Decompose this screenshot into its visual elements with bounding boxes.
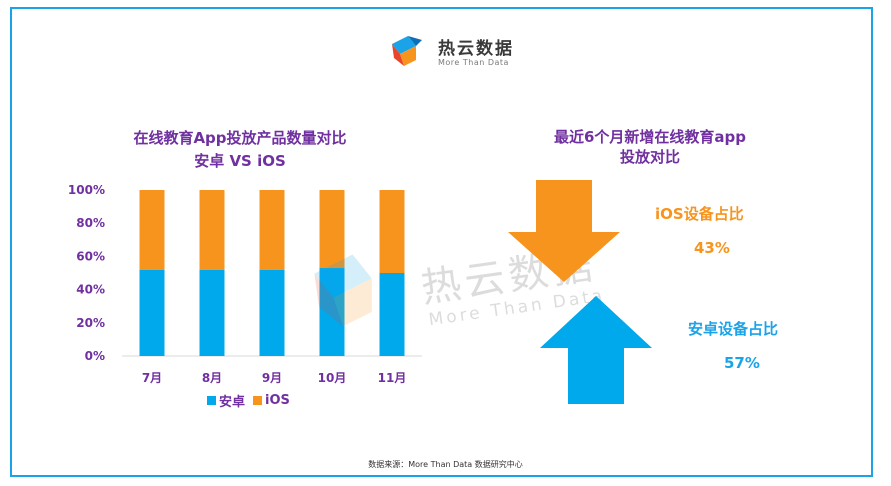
- ios-share-percent: 43%: [694, 239, 730, 257]
- y-tick-label: 100%: [68, 183, 105, 197]
- chart-legend: 安卓 iOS: [207, 391, 290, 410]
- legend-label-ios: iOS: [265, 393, 290, 408]
- bar-segment-android: [259, 269, 285, 356]
- brand-tagline: More Than Data: [438, 58, 509, 67]
- comparison-title-line2: 投放对比: [619, 148, 680, 166]
- chart-title-line1: 在线教育App投放产品数量对比: [133, 129, 347, 147]
- stacked-bar-chart: 0% 20% 40% 60% 80% 100% 7月 8月 9月 10月 11月: [68, 183, 422, 385]
- x-tick-label: 9月: [262, 371, 282, 385]
- bar-segment-ios: [259, 190, 285, 270]
- arrow-down-icon: [508, 180, 620, 282]
- y-tick-label: 40%: [76, 283, 105, 297]
- legend-swatch-ios: [253, 396, 263, 405]
- legend-item-android: 安卓: [207, 391, 245, 410]
- legend-swatch-android: [207, 396, 216, 405]
- legend-label-android: 安卓: [219, 395, 246, 410]
- android-share-label: 安卓设备占比: [688, 320, 779, 338]
- arrow-up-icon: [540, 296, 652, 404]
- cube-logo-icon: [392, 36, 422, 66]
- x-tick-label: 10月: [318, 371, 347, 385]
- brand-name: 热云数据: [438, 39, 514, 59]
- comparison-title-line1: 最近6个月新增在线教育app: [553, 128, 747, 146]
- comparison-title: 最近6个月新增在线教育app 投放对比: [525, 127, 775, 167]
- data-source: 数据来源：More Than Data 数据研究中心: [368, 460, 523, 469]
- y-tick-label: 20%: [76, 316, 105, 330]
- x-tick-label: 11月: [378, 371, 407, 385]
- x-tick-label: 7月: [142, 371, 162, 385]
- bar-segment-android: [199, 269, 225, 356]
- bar-segment-ios: [379, 190, 405, 273]
- bar-segment-android: [139, 269, 165, 356]
- bar-segment-android: [379, 273, 405, 356]
- bar-segment-ios: [139, 190, 165, 270]
- android-share-percent: 57%: [724, 354, 760, 372]
- bar-segment-ios: [199, 190, 225, 270]
- y-tick-label: 80%: [76, 216, 105, 230]
- legend-item-ios: iOS: [253, 393, 290, 408]
- bar-segment-android: [319, 268, 345, 356]
- chart-title: 在线教育App投放产品数量对比 安卓 VS iOS: [110, 127, 370, 173]
- bar-segment-ios: [319, 190, 345, 269]
- chart-title-line2: 安卓 VS iOS: [194, 152, 286, 170]
- ios-share-label: iOS设备占比: [655, 205, 744, 223]
- y-tick-label: 60%: [76, 249, 105, 263]
- brand-header: 热云数据 More Than Data: [386, 30, 526, 76]
- y-tick-label: 0%: [85, 349, 105, 363]
- x-tick-label: 8月: [202, 371, 222, 385]
